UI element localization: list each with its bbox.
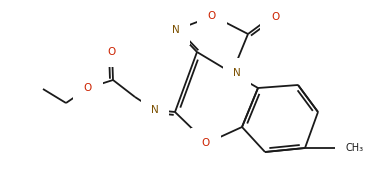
Text: N: N [233, 68, 241, 78]
Text: O: O [271, 12, 279, 22]
Text: O: O [84, 83, 92, 93]
Text: O: O [202, 138, 210, 148]
Text: O: O [108, 47, 116, 57]
Text: CH₃: CH₃ [345, 143, 363, 153]
Text: N: N [151, 105, 159, 115]
Text: O: O [208, 11, 216, 21]
Text: N: N [172, 25, 180, 35]
